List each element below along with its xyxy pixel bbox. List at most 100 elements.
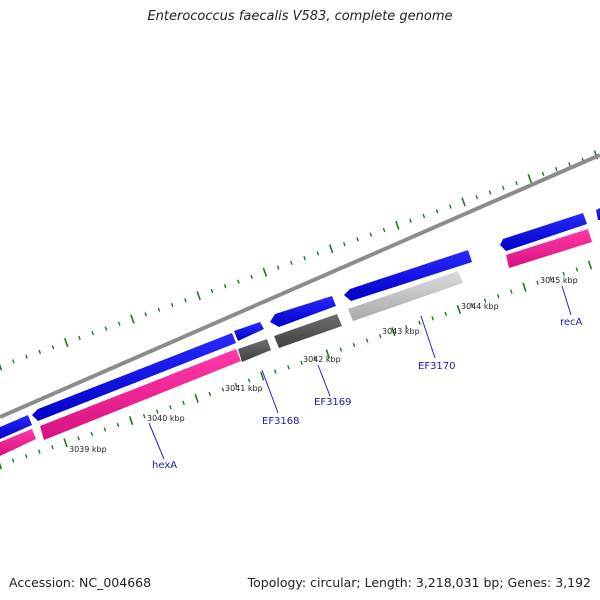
leader-line (148, 422, 165, 460)
inner-minor-tick (483, 298, 487, 303)
gene-label-leaders (148, 285, 572, 460)
tick-label: 3040 kbp (147, 414, 185, 423)
inner-minor-tick (444, 311, 448, 317)
genome-backbone (0, 153, 600, 419)
inner-minor-tick (247, 378, 251, 383)
outer-minor-tick (290, 260, 293, 265)
cog-feature (0, 429, 36, 456)
inner-tick-ring (0, 260, 593, 470)
inner-minor-tick (536, 280, 539, 285)
gene-label-recA: recA (560, 317, 583, 328)
outer-major-tick (130, 314, 135, 324)
inner-minor-tick (51, 445, 54, 450)
outer-minor-tick (501, 185, 505, 190)
inner-major-tick (325, 349, 330, 359)
outer-minor-tick (303, 256, 306, 261)
outer-minor-tick (343, 241, 346, 247)
inner-minor-tick (169, 405, 172, 410)
outer-minor-tick (78, 335, 81, 340)
outer-minor-tick (91, 331, 95, 336)
cog-feature (348, 271, 463, 321)
inner-minor-tick (313, 356, 316, 361)
position-labels: 3039 kbp 3040 kbp 3041 kbp 3042 kbp 3043… (69, 276, 578, 454)
cds-feature (596, 208, 600, 220)
gene-label-EF3169: EF3169 (314, 397, 352, 408)
outer-major-tick (395, 220, 400, 230)
cog-track (0, 229, 592, 456)
outer-minor-tick (25, 354, 28, 359)
cog-feature (238, 339, 271, 362)
tick-label: 3039 kbp (69, 445, 107, 454)
outer-minor-tick (435, 209, 439, 214)
outer-minor-tick (369, 232, 373, 237)
inner-minor-tick (418, 320, 421, 325)
inner-minor-tick (90, 431, 94, 437)
inner-minor-tick (562, 271, 566, 277)
outer-major-tick (196, 291, 201, 301)
outer-minor-tick (316, 251, 320, 256)
outer-minor-tick (488, 190, 492, 195)
leader-line (420, 315, 436, 359)
genome-summary: Topology: circular; Length: 3,218,031 bp… (247, 575, 591, 590)
gene-labels: hexA EF3168 EF3169 EF3170 recA (152, 317, 583, 471)
outer-minor-tick (184, 298, 187, 303)
leader-line (561, 285, 572, 316)
outer-minor-tick (51, 345, 55, 350)
tick-label: 3045 kbp (540, 276, 578, 285)
tick-label: 3043 kbp (382, 327, 420, 336)
leader-line (317, 364, 331, 397)
inner-minor-tick (116, 422, 120, 428)
outer-minor-tick (276, 265, 280, 270)
outer-minor-tick (144, 312, 148, 317)
outer-minor-tick (223, 284, 227, 289)
outer-major-tick (527, 173, 533, 183)
inner-minor-tick (365, 338, 369, 343)
outer-minor-tick (356, 237, 359, 242)
outer-major-tick (328, 244, 334, 254)
inner-minor-tick (405, 325, 408, 330)
outer-minor-tick (210, 288, 214, 294)
cds-feature (500, 213, 587, 251)
inner-major-tick (0, 462, 3, 470)
inner-major-tick (587, 260, 593, 270)
inner-minor-tick (156, 409, 159, 414)
gene-label-hexA: hexA (152, 460, 177, 471)
map-title: Enterococcus faecalis V583, complete gen… (147, 9, 453, 24)
inner-major-tick (260, 371, 265, 381)
outer-minor-tick (104, 326, 108, 331)
outer-minor-tick (475, 195, 479, 200)
outer-minor-tick (170, 302, 174, 308)
inner-major-tick (522, 282, 527, 292)
cog-feature (274, 314, 342, 348)
outer-minor-tick (554, 166, 558, 172)
inner-minor-tick (378, 333, 382, 339)
outer-major-tick (461, 197, 466, 207)
inner-minor-tick (142, 413, 146, 419)
outer-minor-tick (422, 213, 426, 219)
outer-minor-tick (237, 279, 240, 284)
inner-major-tick (63, 438, 68, 448)
inner-minor-tick (339, 347, 343, 352)
inner-major-tick (194, 393, 199, 403)
outer-minor-tick (11, 359, 15, 364)
inner-minor-tick (549, 276, 552, 281)
cds-feature (234, 322, 264, 341)
inner-minor-tick (38, 449, 41, 454)
inner-minor-tick (510, 289, 513, 294)
outer-minor-tick (157, 307, 161, 312)
outer-minor-tick (382, 227, 386, 233)
inner-minor-tick (182, 400, 185, 405)
outer-minor-tick (448, 204, 452, 209)
cds-feature (32, 333, 236, 421)
outer-minor-tick (250, 274, 253, 280)
inner-minor-tick (300, 360, 303, 365)
leader-line (261, 369, 279, 414)
cog-feature (506, 229, 592, 268)
inner-minor-tick (496, 293, 500, 299)
inner-major-tick (391, 327, 396, 337)
outer-minor-tick (568, 162, 571, 167)
inner-minor-tick (352, 342, 356, 348)
outer-minor-tick (541, 171, 545, 176)
outer-minor-tick (409, 218, 412, 223)
